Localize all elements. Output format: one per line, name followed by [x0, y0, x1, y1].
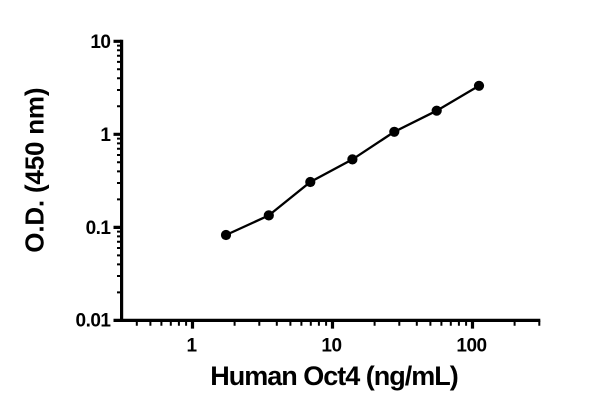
svg-text:0.1: 0.1: [86, 218, 112, 239]
svg-text:10: 10: [90, 32, 110, 53]
svg-text:10: 10: [321, 335, 341, 356]
svg-text:1: 1: [100, 125, 111, 146]
svg-text:1: 1: [186, 335, 197, 356]
svg-text:O.D. (450 nm): O.D. (450 nm): [20, 88, 50, 253]
svg-text:100: 100: [456, 335, 486, 356]
svg-text:Human Oct4 (ng/mL): Human Oct4 (ng/mL): [210, 361, 458, 391]
svg-text:0.01: 0.01: [76, 310, 112, 331]
